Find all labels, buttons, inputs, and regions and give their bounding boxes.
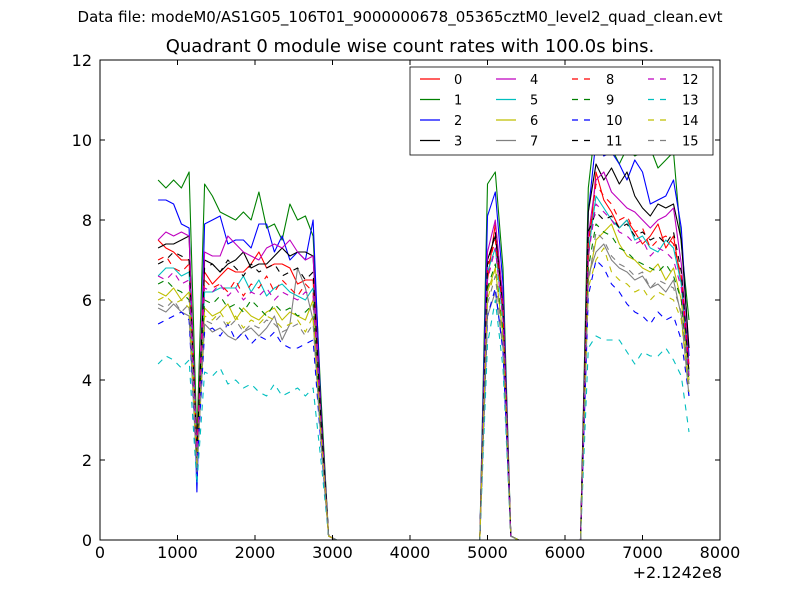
series-line-1	[157, 119, 690, 541]
series-line-4	[157, 171, 690, 541]
series-line-10	[157, 259, 690, 541]
legend-label-8: 8	[606, 73, 614, 88]
y-tick-label: 6	[82, 291, 92, 310]
series-line-11	[157, 211, 690, 541]
legend-label-1: 1	[454, 94, 462, 109]
legend-label-2: 2	[454, 114, 462, 129]
x-tick-label: 5000	[467, 543, 508, 562]
series-line-8	[157, 183, 690, 541]
x-tick-label: 4000	[390, 543, 431, 562]
chart-title: Quadrant 0 module wise count rates with …	[165, 36, 655, 57]
legend-label-5: 5	[530, 94, 538, 109]
x-tick-label: 8000	[700, 543, 741, 562]
series-line-9	[157, 223, 690, 541]
legend-label-3: 3	[454, 135, 462, 150]
y-tick-label: 0	[82, 531, 92, 550]
legend-label-14: 14	[682, 114, 699, 129]
legend-label-10: 10	[606, 114, 623, 129]
x-tick-label: 7000	[622, 543, 663, 562]
legend-label-13: 13	[682, 94, 699, 109]
legend-label-15: 15	[682, 135, 699, 150]
series-line-3	[157, 163, 690, 541]
legend-label-9: 9	[606, 94, 614, 109]
legend-label-7: 7	[530, 135, 538, 150]
x-tick-label: 3000	[312, 543, 353, 562]
series-layer	[157, 119, 690, 541]
x-tick-label: 2000	[235, 543, 276, 562]
series-line-15	[157, 231, 690, 541]
series-line-13	[157, 299, 690, 541]
x-tick-label: 6000	[545, 543, 586, 562]
x-tick-label: 1000	[157, 543, 198, 562]
legend-label-6: 6	[530, 114, 538, 129]
series-line-5	[157, 195, 690, 541]
axis-ticks: 0 1000 2000 3000 4000 5000 6000 7000 80000246810…	[72, 51, 741, 562]
series-line-7	[157, 243, 690, 541]
legend-label-4: 4	[530, 73, 538, 88]
y-tick-label: 12	[72, 51, 92, 70]
y-tick-label: 2	[82, 451, 92, 470]
legend-label-12: 12	[682, 73, 699, 88]
x-tick-label: 0	[95, 543, 105, 562]
legend-label-0: 0	[454, 73, 462, 88]
legend-label-11: 11	[606, 135, 623, 150]
y-tick-label: 4	[82, 371, 92, 390]
y-tick-label: 10	[72, 131, 92, 150]
y-tick-label: 8	[82, 211, 92, 230]
figure-suptitle: Data file: modeM0/AS1G05_106T01_90000006…	[77, 8, 723, 26]
series-line-0	[157, 171, 690, 541]
x-axis-offset-label: +2.1242e8	[632, 563, 722, 582]
